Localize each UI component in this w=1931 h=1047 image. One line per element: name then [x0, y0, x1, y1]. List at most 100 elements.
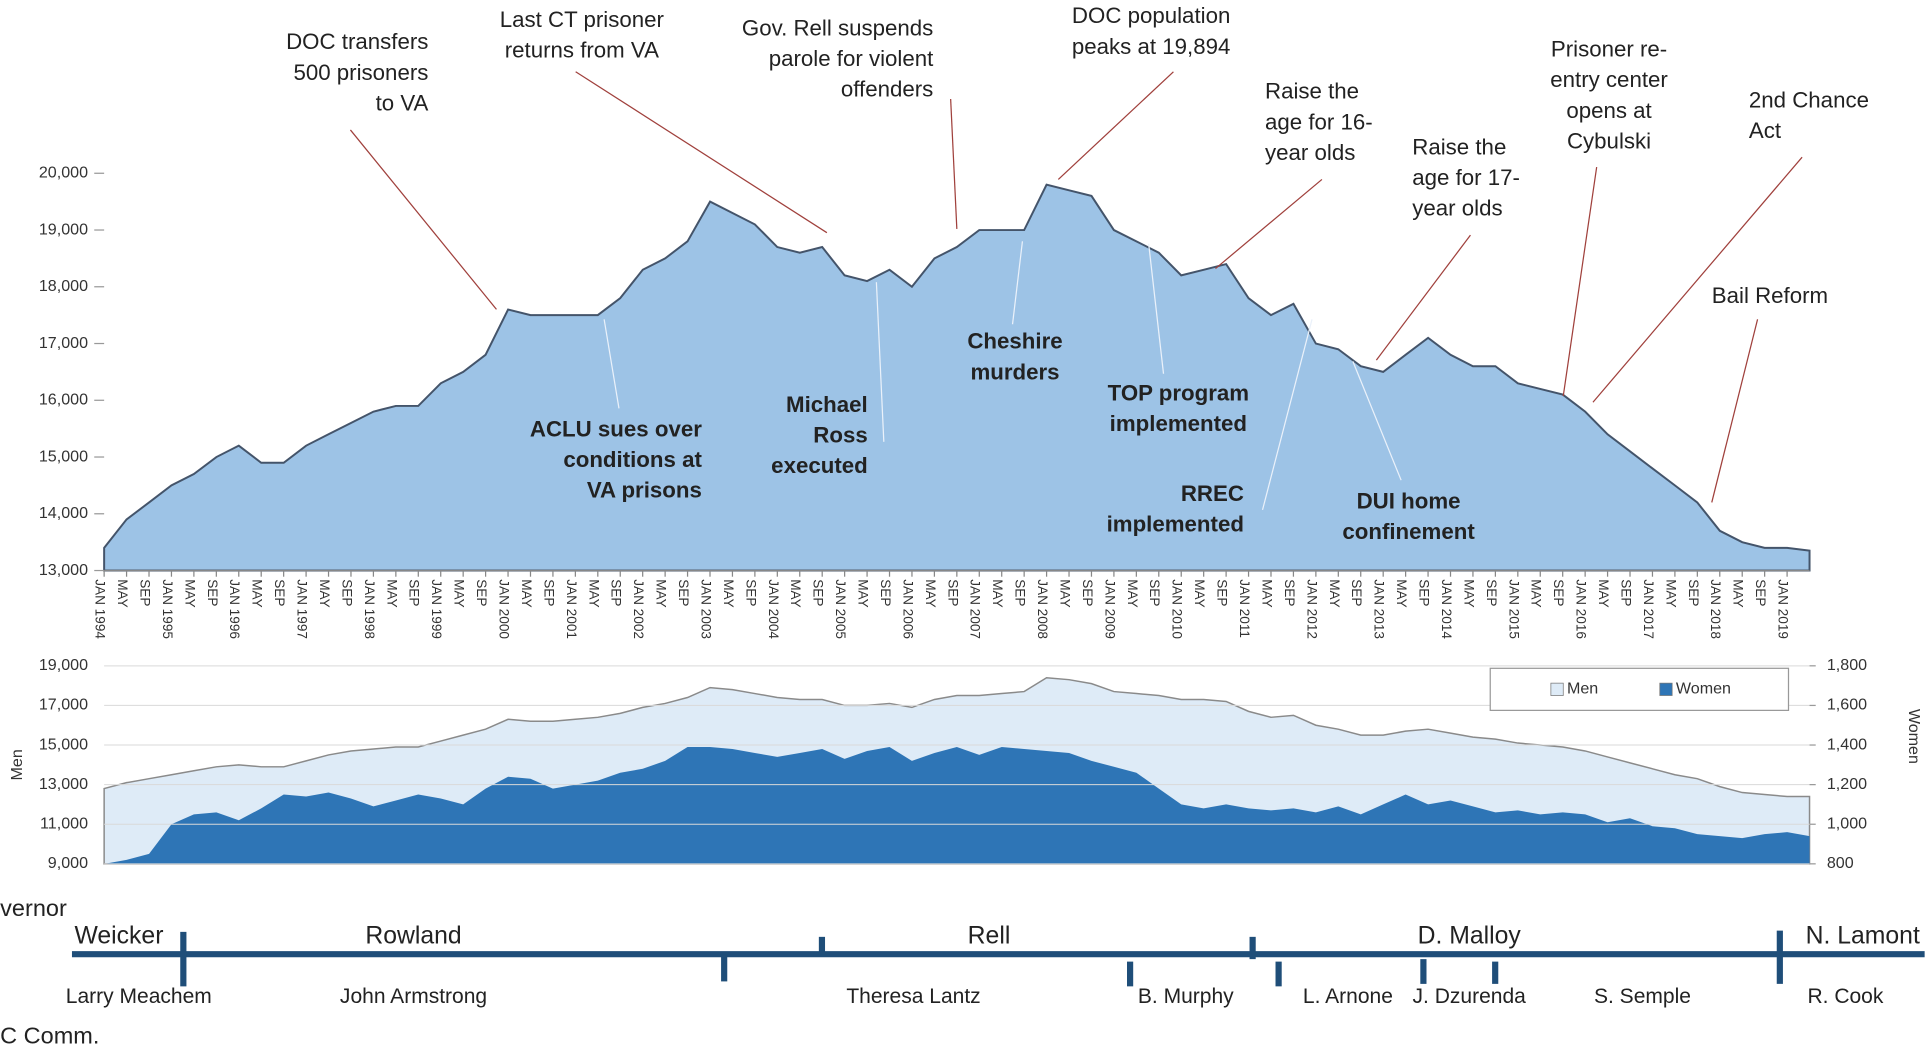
- x-tick-label: JAN 2004: [766, 579, 781, 639]
- y-tick-label: 18,000: [39, 277, 88, 295]
- governor: Rowland: [365, 922, 461, 949]
- x-tick-label: SEP: [743, 579, 758, 606]
- governor: Weicker: [75, 922, 164, 949]
- x-tick-label: SEP: [407, 579, 422, 606]
- x-tick-label: MAY: [1394, 579, 1409, 607]
- y-tick-label: 19,000: [39, 220, 88, 238]
- population-area: [103, 183, 1811, 572]
- annotation: age for 17-: [1412, 165, 1520, 190]
- x-tick-label: JAN 2010: [1170, 579, 1185, 639]
- y-tick-label: 13,000: [39, 561, 88, 579]
- y2-tick-label: 1,400: [1827, 735, 1867, 753]
- x-tick-label: MAY: [115, 579, 130, 607]
- x-tick-label: JAN 1997: [295, 579, 310, 639]
- commissioner: J. Dzurenda: [1413, 985, 1527, 1008]
- x-tick-label: SEP: [474, 579, 489, 606]
- annotation: 2nd Chance: [1749, 87, 1869, 112]
- annotation: Michael: [786, 392, 868, 417]
- y-tick-label: 13,000: [39, 775, 88, 793]
- y2-axis-label: Women: [1905, 709, 1923, 764]
- x-tick-label: SEP: [1484, 579, 1499, 606]
- y-tick-label: 16,000: [39, 391, 88, 409]
- annotation-leader: [603, 319, 620, 409]
- annotation: DOC population: [1072, 3, 1230, 28]
- annotation: 500 prisoners: [293, 60, 428, 85]
- annotation: implemented: [1107, 511, 1244, 536]
- annotation: parole for violent: [769, 46, 934, 71]
- x-tick-label: JAN 2018: [1708, 579, 1723, 639]
- y2-tick-label: 800: [1827, 854, 1854, 872]
- x-tick-label: JAN 2013: [1372, 579, 1387, 639]
- commissioner-label: C Comm.: [0, 1022, 99, 1047]
- x-tick-label: MAY: [923, 579, 938, 607]
- x-tick-label: JAN 2008: [1035, 579, 1050, 639]
- x-tick-label: MAY: [1663, 579, 1678, 607]
- annotation-leader: [575, 71, 828, 234]
- x-tick-label: JAN 2000: [497, 579, 512, 639]
- annotation: confinement: [1342, 519, 1475, 544]
- annotation: opens at: [1566, 98, 1652, 123]
- x-tick-label: SEP: [1349, 579, 1364, 606]
- x-tick-label: JAN 1999: [429, 579, 444, 639]
- legend-box: [1489, 667, 1790, 711]
- x-tick-label: JAN 1995: [160, 579, 175, 639]
- annotation-leader: [1592, 156, 1803, 403]
- annotation: Gov. Rell suspends: [742, 16, 933, 41]
- x-tick-label: SEP: [1417, 579, 1432, 606]
- annotation: implemented: [1110, 411, 1247, 436]
- commissioner: L. Arnone: [1303, 985, 1393, 1008]
- x-tick-label: JAN 2017: [1641, 579, 1656, 639]
- y-tick-label: 14,000: [39, 504, 88, 522]
- commissioner: S. Semple: [1594, 985, 1691, 1008]
- x-tick-label: JAN 2016: [1574, 579, 1589, 639]
- y-tick-label: 15,000: [39, 735, 88, 753]
- x-tick-label: JAN 2003: [698, 579, 713, 639]
- x-tick-label: JAN 2006: [900, 579, 915, 639]
- x-tick-label: SEP: [1686, 579, 1701, 606]
- x-tick-label: MAY: [1596, 579, 1611, 607]
- annotation-leader: [875, 282, 885, 442]
- commissioner: John Armstrong: [340, 985, 487, 1008]
- annotation: Raise the: [1265, 79, 1359, 104]
- x-tick-label: JAN 1998: [362, 579, 377, 639]
- annotation: Act: [1749, 118, 1782, 143]
- legend-label: Women: [1676, 680, 1731, 698]
- legend-swatch: [1659, 682, 1673, 696]
- annotation: executed: [771, 453, 868, 478]
- y-axis-label: Men: [8, 749, 26, 780]
- annotation-leader: [1215, 178, 1323, 270]
- x-tick-label: MAY: [1529, 579, 1544, 607]
- y2-tick-label: 1,800: [1827, 656, 1867, 674]
- x-tick-label: MAY: [788, 579, 803, 607]
- x-tick-label: MAY: [1259, 579, 1274, 607]
- y-tick-label: 20,000: [39, 164, 88, 182]
- x-tick-label: SEP: [1147, 579, 1162, 606]
- x-tick-label: MAY: [1461, 579, 1476, 607]
- x-tick-label: JAN 1994: [93, 579, 108, 639]
- series-area: [104, 747, 1810, 864]
- x-tick-label: SEP: [609, 579, 624, 606]
- x-tick-label: SEP: [1215, 579, 1230, 606]
- x-tick-label: SEP: [541, 579, 556, 606]
- annotation: entry center: [1550, 67, 1668, 92]
- x-tick-label: MAY: [654, 579, 669, 607]
- y-tick-label: 17,000: [39, 334, 88, 352]
- x-tick-label: MAY: [586, 579, 601, 607]
- x-tick-label: MAY: [1192, 579, 1207, 607]
- x-tick-label: SEP: [1080, 579, 1095, 606]
- x-tick-label: SEP: [1618, 579, 1633, 606]
- x-tick-label: MAY: [856, 579, 871, 607]
- annotation-leader: [1261, 319, 1313, 511]
- x-tick-label: JAN 2014: [1439, 579, 1454, 639]
- annotation: age for 16-: [1265, 109, 1373, 134]
- x-tick-label: MAY: [317, 579, 332, 607]
- y-tick-label: 9,000: [48, 854, 88, 872]
- annotation: year olds: [1412, 196, 1502, 221]
- annotation-leader: [950, 98, 958, 229]
- x-tick-label: MAY: [384, 579, 399, 607]
- x-tick-label: SEP: [205, 579, 220, 606]
- annotation-leader: [1148, 243, 1165, 374]
- y-tick-label: 19,000: [39, 656, 88, 674]
- legend-swatch: [1550, 682, 1564, 696]
